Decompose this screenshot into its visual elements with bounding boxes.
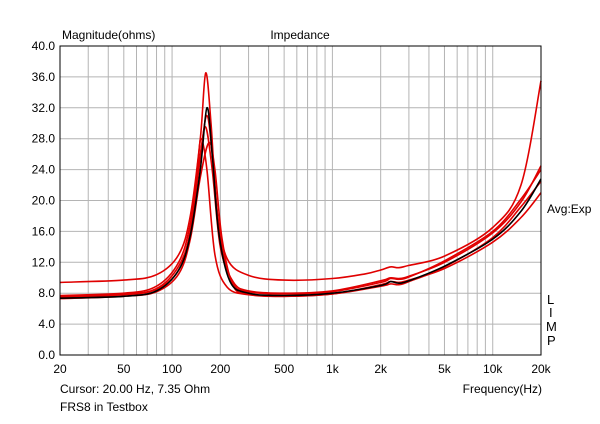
avg-exp-label: Avg:Exp (547, 202, 592, 216)
limp-letter-i: I (549, 305, 553, 320)
x-tick-label: 200 (210, 362, 230, 376)
x-tick-label: 2k (374, 362, 388, 376)
y-axis-label: Magnitude(ohms) (62, 28, 155, 42)
chart-title: Impedance (270, 28, 330, 42)
limp-letter-m: M (546, 319, 557, 334)
x-tick-label: 20 (53, 362, 67, 376)
impedance-series-1 (59, 72, 542, 284)
limp-letter-l: L (547, 292, 554, 307)
x-tick-label: 5k (438, 362, 452, 376)
y-tick-label: 12.0 (32, 255, 56, 269)
impedance-series-4 (59, 114, 542, 298)
y-tick-label: 4.0 (38, 317, 55, 331)
y-tick-label: 16.0 (32, 224, 56, 238)
y-tick-label: 8.0 (38, 286, 55, 300)
x-tick-label: 1k (326, 362, 340, 376)
x-tick-label: 500 (274, 362, 294, 376)
tick-labels: 0.0 4.0 8.0 12.0 16.0 20.0 24.0 28.0 32.0 36.0 40.… (32, 39, 552, 376)
y-tick-label: 24.0 (32, 163, 56, 177)
x-axis-label: Frequency(Hz) (463, 382, 542, 396)
x-tick-label: 100 (162, 362, 182, 376)
y-tick-label: 40.0 (32, 39, 56, 53)
y-tick-label: 32.0 (32, 101, 56, 115)
x-tick-label: 50 (117, 362, 131, 376)
y-tick-label: 20.0 (32, 194, 56, 208)
y-tick-label: 28.0 (32, 132, 56, 146)
impedance-series-6 (59, 106, 542, 299)
footer-caption: FRS8 in Testbox (60, 400, 148, 414)
y-tick-label: 36.0 (32, 70, 56, 84)
limp-letter-p: P (547, 333, 556, 348)
cursor-readout: Cursor: 20.00 Hz, 7.35 Ohm (60, 382, 210, 396)
plot-frame (59, 45, 542, 356)
y-tick-label: 0.0 (38, 348, 55, 362)
x-tick-label: 10k (483, 362, 503, 376)
x-tick-label: 20k (531, 362, 551, 376)
series-layer (59, 72, 542, 300)
